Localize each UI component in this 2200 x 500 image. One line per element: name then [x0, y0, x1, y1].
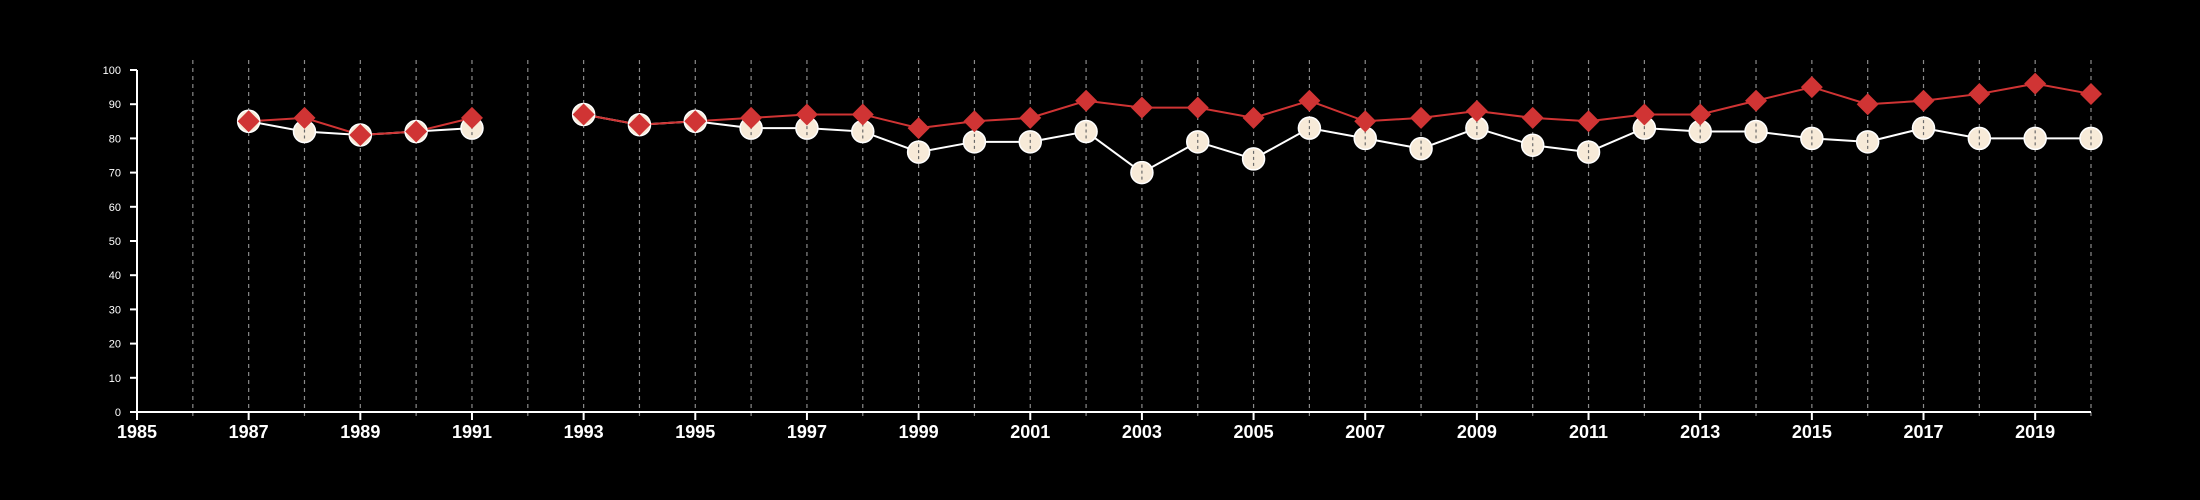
diamond-series-point	[1410, 106, 1433, 129]
diamond-series-point	[1242, 106, 1265, 129]
diamond-series-point	[1689, 103, 1712, 126]
diamond-series-line-segment	[583, 82, 2092, 130]
x-tick-label: 2013	[1680, 422, 1720, 442]
diamond-series-point	[1968, 82, 1991, 105]
diamond-series-point	[795, 103, 818, 126]
diamond-series-point	[460, 106, 483, 129]
diamond-series-point	[628, 113, 651, 136]
circle-series-line-segment	[583, 113, 2091, 174]
diamond-series-point	[237, 110, 260, 133]
diamond-series-point	[907, 117, 930, 140]
diamond-series-point	[1800, 76, 1823, 99]
tick-marks	[130, 69, 2037, 420]
diamond-series-point	[1186, 96, 1209, 119]
diamond-series-point	[684, 110, 707, 133]
tick-labels: 0 10 20 30 40 50 60 70 80 90 100 1985 1987 1989 1991 19…	[103, 65, 2056, 442]
x-tick-label: 1985	[117, 422, 157, 442]
diamond-series-point	[349, 123, 372, 146]
diamond-series-point	[851, 103, 874, 126]
x-tick-label: 2019	[2015, 422, 2055, 442]
diamond-series-point	[740, 106, 763, 129]
diamond-series-point	[2024, 72, 2047, 95]
series-plot	[236, 72, 2103, 185]
diamond-series-point	[1075, 89, 1098, 112]
axes	[136, 70, 2091, 413]
x-tick-label: 1991	[452, 422, 492, 442]
x-tick-label: 1995	[675, 422, 715, 442]
diamond-series-point	[1019, 106, 1042, 129]
diamond-series-point	[1354, 110, 1377, 133]
diamond-series-point	[1298, 89, 1321, 112]
y-tick-label: 10	[109, 373, 121, 385]
x-tick-label: 2015	[1792, 422, 1832, 442]
diamond-series-point	[572, 103, 595, 126]
diamond-series-point	[405, 120, 428, 143]
x-tick-label: 2003	[1122, 422, 1162, 442]
y-tick-label: 60	[109, 202, 121, 214]
x-tick-label: 1997	[787, 422, 827, 442]
diamond-series-point	[1465, 100, 1488, 123]
y-tick-label: 0	[115, 407, 121, 419]
y-tick-label: 50	[109, 236, 121, 248]
y-tick-label: 90	[109, 99, 121, 111]
x-tick-label: 2011	[1569, 422, 1608, 442]
x-tick-label: 2017	[1903, 422, 1943, 442]
y-tick-label: 70	[109, 168, 121, 180]
diamond-series-point	[1577, 110, 1600, 133]
x-tick-label: 1999	[899, 422, 939, 442]
y-tick-label: 100	[103, 65, 121, 77]
x-tick-label: 2009	[1457, 422, 1497, 442]
x-tick-label: 2001	[1010, 422, 1050, 442]
y-tick-label: 30	[109, 304, 121, 316]
x-tick-label: 1989	[340, 422, 380, 442]
x-tick-label: 1993	[564, 422, 604, 442]
diamond-series-point	[1130, 96, 1153, 119]
y-tick-label: 80	[109, 133, 121, 145]
y-tick-label: 40	[109, 270, 121, 282]
x-tick-label: 2007	[1345, 422, 1385, 442]
diamond-series-point	[1745, 89, 1768, 112]
diamond-series-point	[2080, 82, 2102, 105]
y-tick-label: 20	[109, 339, 121, 351]
diamond-series-point	[1912, 89, 1935, 112]
x-tick-label: 2005	[1234, 422, 1274, 442]
diamond-series-point	[963, 110, 986, 133]
diamond-series-point	[1633, 103, 1656, 126]
x-tick-label: 1987	[229, 422, 269, 442]
diamond-series-point	[1856, 93, 1879, 116]
diamond-series-point	[293, 106, 316, 129]
diamond-series-point	[1521, 106, 1544, 129]
